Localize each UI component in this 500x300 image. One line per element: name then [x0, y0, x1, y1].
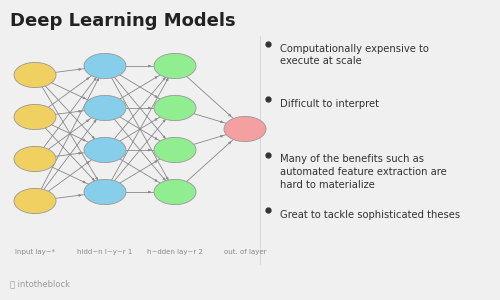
Text: hidd~n l~y~r 1: hidd~n l~y~r 1: [78, 249, 132, 255]
Circle shape: [154, 179, 196, 205]
Circle shape: [14, 146, 56, 172]
Text: Many of the benefits such as
automated feature extraction are
hard to materializ: Many of the benefits such as automated f…: [280, 154, 447, 190]
Text: Ⓢ intotheblock: Ⓢ intotheblock: [10, 279, 70, 288]
Circle shape: [14, 62, 56, 88]
Text: h~dden lay~r 2: h~dden lay~r 2: [147, 249, 203, 255]
Text: Deep Learning Models: Deep Learning Models: [10, 12, 235, 30]
Circle shape: [84, 95, 126, 121]
Text: Input lay~*: Input lay~*: [15, 249, 55, 255]
Circle shape: [84, 53, 126, 79]
Circle shape: [154, 95, 196, 121]
Text: Computationally expensive to
execute at scale: Computationally expensive to execute at …: [280, 44, 429, 66]
Circle shape: [224, 116, 266, 142]
Circle shape: [154, 53, 196, 79]
Circle shape: [14, 188, 56, 214]
Circle shape: [84, 179, 126, 205]
Circle shape: [14, 104, 56, 130]
Circle shape: [84, 137, 126, 163]
Circle shape: [154, 137, 196, 163]
Text: Difficult to interpret: Difficult to interpret: [280, 99, 379, 109]
Text: Great to tackle sophisticated theses: Great to tackle sophisticated theses: [280, 210, 460, 220]
Text: out. of layer: out. of layer: [224, 249, 266, 255]
